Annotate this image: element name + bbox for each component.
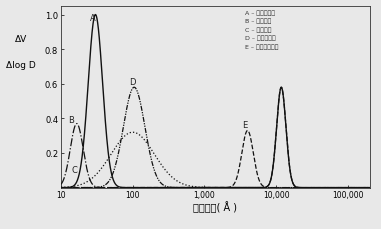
Text: A: A [90,14,95,23]
Text: C: C [71,165,77,174]
Text: Δlog D: Δlog D [6,60,36,69]
Text: B: B [68,115,74,124]
Text: ΔV: ΔV [15,35,27,44]
Text: A – 입상활성탈
B – 실리카겔
C – 활성점도
D – 알루미나젠
E – 분자체시브즈: A – 입상활성탈 B – 실리카겔 C – 활성점도 D – 알루미나젠 E … [245,11,278,49]
X-axis label: 세공직경( Å ): 세공직경( Å ) [193,201,237,213]
Text: D: D [129,77,136,86]
Text: E: E [242,120,247,129]
